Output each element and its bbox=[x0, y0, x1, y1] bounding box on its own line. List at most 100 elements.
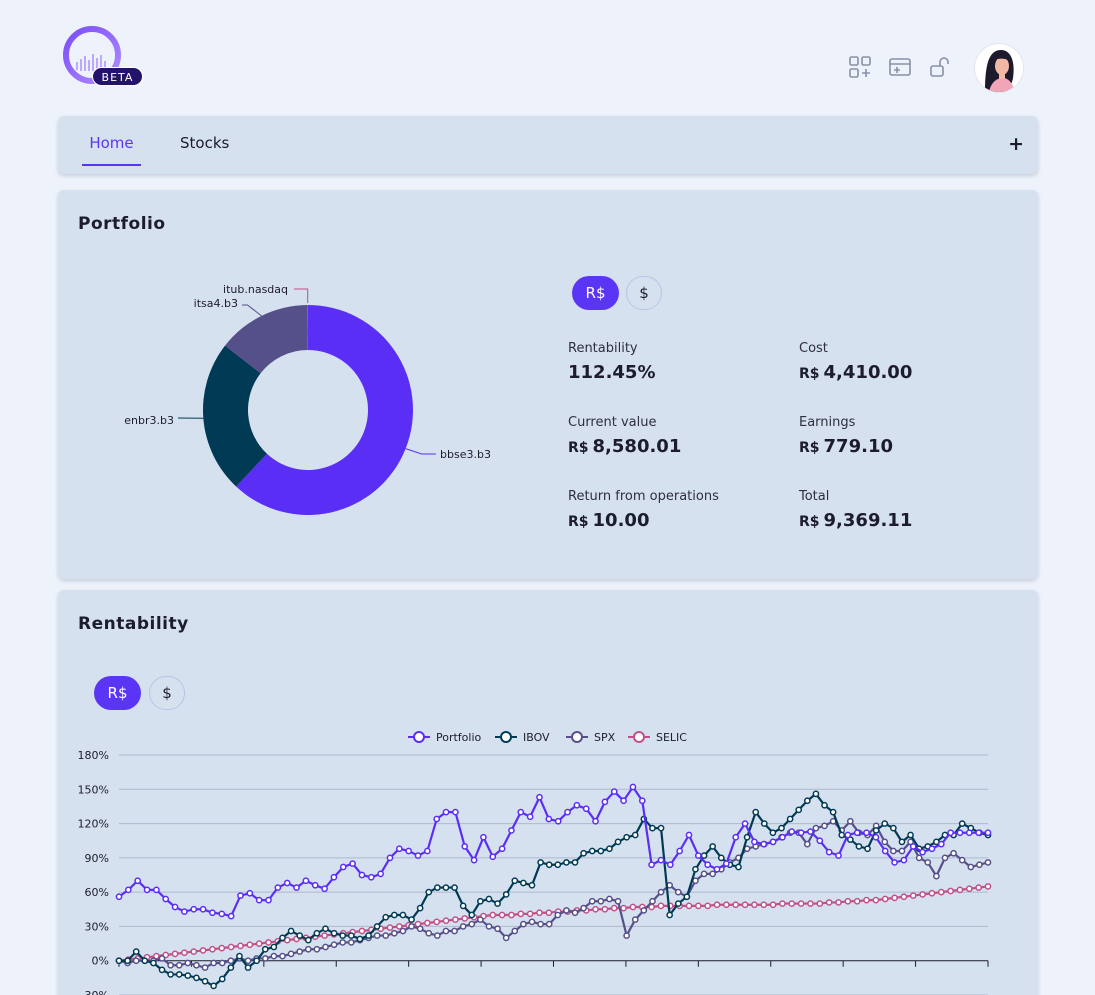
data-point bbox=[657, 902, 665, 910]
data-point bbox=[956, 829, 964, 837]
data-point bbox=[433, 932, 441, 939]
add-tab-button[interactable]: + bbox=[1008, 133, 1024, 155]
data-point bbox=[141, 957, 149, 965]
data-point bbox=[657, 888, 665, 896]
series-line bbox=[119, 792, 989, 987]
data-point bbox=[339, 932, 347, 939]
data-point bbox=[580, 904, 587, 912]
data-point bbox=[218, 910, 226, 918]
legend-label[interactable]: SELIC bbox=[656, 731, 687, 744]
data-point bbox=[218, 959, 226, 967]
data-point bbox=[517, 808, 525, 816]
unlock-icon[interactable] bbox=[928, 55, 952, 79]
data-point bbox=[537, 920, 544, 928]
data-point bbox=[477, 916, 484, 923]
data-point bbox=[395, 923, 403, 930]
data-point bbox=[694, 852, 702, 859]
data-point bbox=[941, 854, 949, 862]
data-point bbox=[984, 829, 992, 837]
data-point bbox=[399, 927, 407, 935]
data-point bbox=[190, 905, 198, 913]
add-widget-icon[interactable] bbox=[848, 55, 872, 79]
legend-label[interactable]: IBOV bbox=[523, 731, 550, 744]
data-point bbox=[812, 824, 820, 832]
data-point bbox=[694, 902, 702, 910]
portfolio-title: Portfolio bbox=[78, 214, 166, 234]
data-point bbox=[872, 827, 880, 834]
donut-slice[interactable] bbox=[307, 305, 308, 351]
stat-current-value: Current value R$ 8,580.01 bbox=[568, 415, 681, 457]
data-point bbox=[891, 859, 898, 866]
donut-label: bbse3.b3 bbox=[440, 448, 491, 461]
data-point bbox=[494, 900, 501, 907]
data-point bbox=[279, 952, 286, 960]
data-point bbox=[676, 847, 683, 855]
data-point bbox=[657, 856, 665, 864]
data-point bbox=[623, 932, 630, 939]
currency-usd-toggle[interactable]: $ bbox=[626, 276, 662, 310]
data-point bbox=[545, 909, 553, 917]
data-point bbox=[779, 900, 786, 907]
data-point bbox=[803, 797, 811, 805]
currency-brl-toggle[interactable]: R$ bbox=[94, 676, 141, 710]
tab-stocks[interactable]: Stocks bbox=[180, 134, 230, 152]
data-point bbox=[244, 964, 252, 971]
app-logo[interactable] bbox=[62, 26, 146, 90]
app-header: BETA bbox=[0, 0, 1095, 110]
currency-usd-toggle[interactable]: $ bbox=[149, 676, 185, 710]
data-point bbox=[816, 900, 824, 907]
data-point bbox=[890, 824, 897, 832]
data-point bbox=[838, 831, 846, 839]
data-point bbox=[244, 957, 252, 965]
data-point bbox=[900, 893, 908, 901]
data-point bbox=[649, 824, 656, 832]
donut-slice[interactable] bbox=[236, 305, 413, 515]
data-point bbox=[489, 853, 497, 861]
data-point bbox=[171, 903, 179, 911]
legend-label[interactable]: SPX bbox=[594, 731, 616, 744]
data-point bbox=[592, 905, 599, 913]
data-point bbox=[424, 919, 431, 927]
data-point bbox=[442, 917, 450, 925]
data-point bbox=[700, 870, 708, 878]
donut-slice[interactable] bbox=[225, 305, 308, 374]
data-point bbox=[723, 860, 730, 867]
currency-brl-toggle[interactable]: R$ bbox=[572, 276, 619, 310]
data-point bbox=[629, 783, 637, 791]
y-tick-label: 150% bbox=[78, 783, 109, 796]
data-point bbox=[588, 897, 596, 905]
data-point bbox=[640, 907, 648, 914]
data-point bbox=[304, 945, 312, 953]
stat-rentability: Rentability 112.45% bbox=[568, 341, 656, 383]
data-point bbox=[732, 901, 740, 909]
data-point bbox=[167, 971, 174, 978]
data-point bbox=[741, 820, 749, 827]
data-point bbox=[452, 808, 459, 816]
data-point bbox=[821, 822, 828, 830]
data-point bbox=[158, 966, 166, 974]
legend-marker bbox=[500, 731, 512, 743]
data-point bbox=[807, 828, 814, 835]
data-point bbox=[788, 900, 796, 907]
data-point bbox=[201, 977, 209, 985]
data-point bbox=[283, 879, 291, 887]
donut-slice[interactable] bbox=[203, 345, 267, 487]
data-point bbox=[900, 856, 908, 864]
data-point bbox=[967, 863, 975, 871]
legend-label[interactable]: Portfolio bbox=[436, 731, 482, 744]
y-tick-label: 0% bbox=[92, 955, 109, 968]
tab-home[interactable]: Home bbox=[82, 116, 141, 166]
add-card-icon[interactable] bbox=[888, 55, 912, 79]
data-point bbox=[367, 873, 375, 881]
data-point bbox=[416, 904, 424, 912]
data-point bbox=[723, 901, 730, 909]
user-avatar[interactable] bbox=[975, 44, 1023, 92]
data-point bbox=[965, 885, 973, 893]
data-point bbox=[606, 895, 613, 903]
data-point bbox=[175, 961, 183, 969]
data-point bbox=[193, 974, 200, 982]
data-point bbox=[451, 884, 458, 891]
data-point bbox=[115, 957, 123, 965]
rentability-line-chart: 180% 150% 120% 90% 60% 30% 0% -30% Portfolio IBOV… bbox=[78, 731, 992, 995]
data-point bbox=[405, 847, 413, 855]
